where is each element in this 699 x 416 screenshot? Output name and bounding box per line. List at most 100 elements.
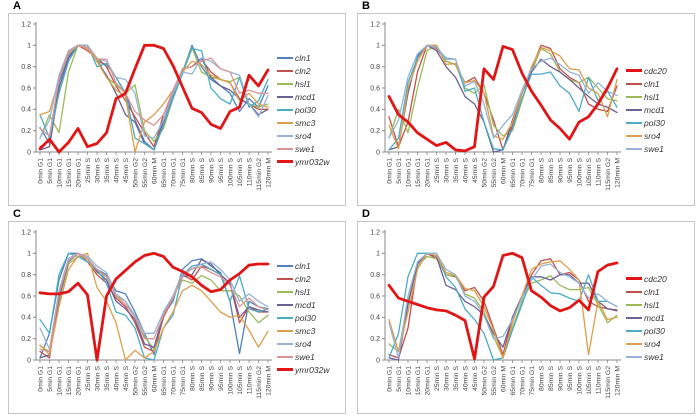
x-tick-label: 115min G2 [605, 158, 612, 191]
legend-key-line-sro4 [277, 342, 293, 345]
x-tick-label: 85min S [199, 158, 206, 183]
legend-D: cdc20 cln1 hsl1 mcd1 pol30 sro4 swe1 [626, 222, 694, 413]
x-tick-label: 40min S [114, 366, 121, 391]
legend-key-line-sro4 [626, 134, 642, 137]
x-tick-label: 65min G1 [161, 366, 168, 396]
x-tick-label: 70min G1 [520, 158, 527, 188]
legend-label-cdc20: cdc20 [644, 65, 667, 76]
x-tick-label: 105min S [586, 366, 593, 395]
x-tick-label: 65min G1 [510, 158, 517, 188]
legend-label-mcd1: mcd1 [295, 299, 316, 310]
series-line-cln2 [39, 44, 269, 148]
x-tick-label: 90min S [209, 158, 216, 183]
x-tick-label: 100min S [577, 366, 584, 395]
legend-label-hsl1: hsl1 [295, 78, 311, 89]
legend-A: cln1 cln2 hsl1 mcd1 pol30 smc3 sro4 swe1 ymr032w [277, 14, 345, 205]
x-tick-label: 65min G1 [510, 366, 517, 396]
y-tick-label: 0.4 [21, 107, 31, 114]
x-tick-label: 20min G1 [425, 158, 432, 188]
y-tick-label: 0.8 [21, 64, 31, 71]
legend-item-pol30: pol30 [626, 326, 692, 336]
y-tick-label: 0.6 [370, 293, 380, 300]
x-tick-label: 45min S [472, 366, 479, 391]
series-line-mcd1 [39, 252, 269, 359]
panel-D: D 0 0.2 0.4 0.6 0.8 1 1.2 0min G1 5min G1 10min G… [357, 208, 695, 414]
x-tick-label: 35min S [104, 366, 111, 391]
legend-label-cln1: cln1 [644, 286, 660, 297]
x-tick-label: 45min S [123, 158, 130, 183]
legend-item-cln1: cln1 [277, 53, 343, 63]
x-tick-label: 25min S [85, 158, 92, 183]
x-tick-label: 5min G1 [396, 366, 403, 392]
x-tick-label: 105min S [237, 366, 244, 395]
x-tick-label: 10min G1 [406, 158, 413, 188]
legend-label-pol30: pol30 [295, 104, 316, 115]
x-tick-label: 40min S [463, 158, 470, 183]
panel-D-box: 0 0.2 0.4 0.6 0.8 1 1.2 0min G1 5min G1 10min G1 1… [357, 221, 695, 414]
legend-key-line-ymr032w [277, 160, 293, 163]
x-tick-label: 0min G1 [387, 158, 394, 184]
x-tick-label: 30min S [95, 158, 102, 183]
x-tick-label: 20min G1 [76, 366, 83, 396]
legend-key-line-pol30 [277, 316, 293, 319]
legend-key-line-swe1 [277, 147, 293, 150]
legend-label-swe1: swe1 [644, 143, 664, 154]
x-tick-label: 95min S [567, 366, 574, 391]
x-tick-label: 80min S [190, 158, 197, 183]
x-tick-label: 95min S [567, 158, 574, 183]
x-tick-label: 60min M [501, 158, 508, 184]
legend-key-line-smc3 [277, 329, 293, 332]
legend-label-ymr032w: ymr032w [295, 156, 330, 167]
series-line-cln2 [39, 252, 269, 359]
legend-key-line-cln1 [277, 56, 293, 59]
x-tick-label: 110min S [247, 366, 254, 395]
legend-item-ymr032w: ymr032w [277, 156, 343, 167]
legend-label-ymr032w: ymr032w [295, 364, 330, 375]
y-tick-label: 1 [27, 43, 31, 50]
legend-item-cln1: cln1 [626, 79, 692, 89]
x-tick-label: 55min G2 [491, 158, 498, 188]
legend-item-cln1: cln1 [626, 286, 692, 297]
legend-item-cdc20: cdc20 [626, 65, 692, 76]
panel-B-label: B [362, 0, 370, 12]
panel-C: C 0 0.2 0.4 0.6 0.8 1 1.2 0min G1 5min G1 10min G… [8, 208, 346, 414]
x-tick-label: 50min G2 [482, 158, 489, 188]
panel-C-label: C [13, 208, 21, 220]
legend-item-sro4: sro4 [277, 130, 343, 141]
y-tick-label: 1.2 [370, 229, 380, 236]
legend-label-sro4: sro4 [295, 130, 312, 141]
legend-label-swe1: swe1 [295, 143, 315, 154]
x-tick-label: 45min S [123, 366, 130, 391]
x-tick-label: 15min G1 [66, 158, 73, 188]
legend-item-hsl1: hsl1 [277, 287, 343, 297]
legend-key-line-cdc20 [626, 69, 642, 72]
legend-item-sro4: sro4 [277, 339, 343, 349]
y-tick-label: 1.2 [370, 21, 380, 28]
x-tick-label: 5min G1 [396, 158, 403, 184]
x-tick-label: 90min S [209, 366, 216, 391]
legend-item-pol30: pol30 [626, 118, 692, 128]
x-tick-label: 85min S [548, 158, 555, 183]
x-tick-label: 50min G2 [133, 158, 140, 188]
chart-svg-A: 00.20.40.60.811.20min G1 5min G1 10min G1 1… [21, 21, 272, 190]
y-tick-label: 0.8 [370, 64, 380, 71]
x-tick-label: 35min S [453, 366, 460, 391]
panel-A-box: 0 0.2 0.4 0.6 0.8 1 1.2 0min G1 5min G1 10min G1 1… [8, 13, 346, 206]
x-tick-label: 65min G1 [161, 158, 168, 188]
x-tick-label: 85min S [548, 366, 555, 391]
x-tick-label: 20min G1 [76, 158, 83, 188]
x-tick-label: 75min G1 [180, 366, 187, 396]
x-tick-label: 55min G2 [142, 158, 149, 188]
y-tick-label: 0.4 [21, 315, 31, 322]
x-tick-label: 70min G1 [171, 366, 178, 396]
y-tick-label: 0.2 [370, 336, 380, 343]
chart-svg-B: 00.20.40.60.811.20min G1 5min G1 10min G1 1… [370, 21, 621, 191]
legend-key-line-hsl1 [277, 82, 293, 85]
legend-label-mcd1: mcd1 [644, 312, 665, 323]
x-tick-label: 110min S [596, 366, 603, 395]
x-tick-label: 100min S [577, 158, 584, 187]
y-tick-label: 0.6 [370, 85, 380, 92]
legend-item-sro4: sro4 [626, 339, 692, 349]
y-tick-label: 0.6 [21, 293, 31, 300]
x-tick-label: 110min S [596, 158, 603, 187]
